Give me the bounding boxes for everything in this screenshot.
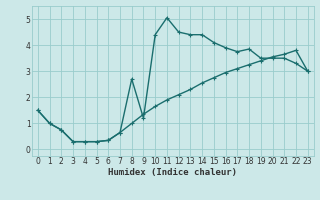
X-axis label: Humidex (Indice chaleur): Humidex (Indice chaleur) — [108, 168, 237, 177]
